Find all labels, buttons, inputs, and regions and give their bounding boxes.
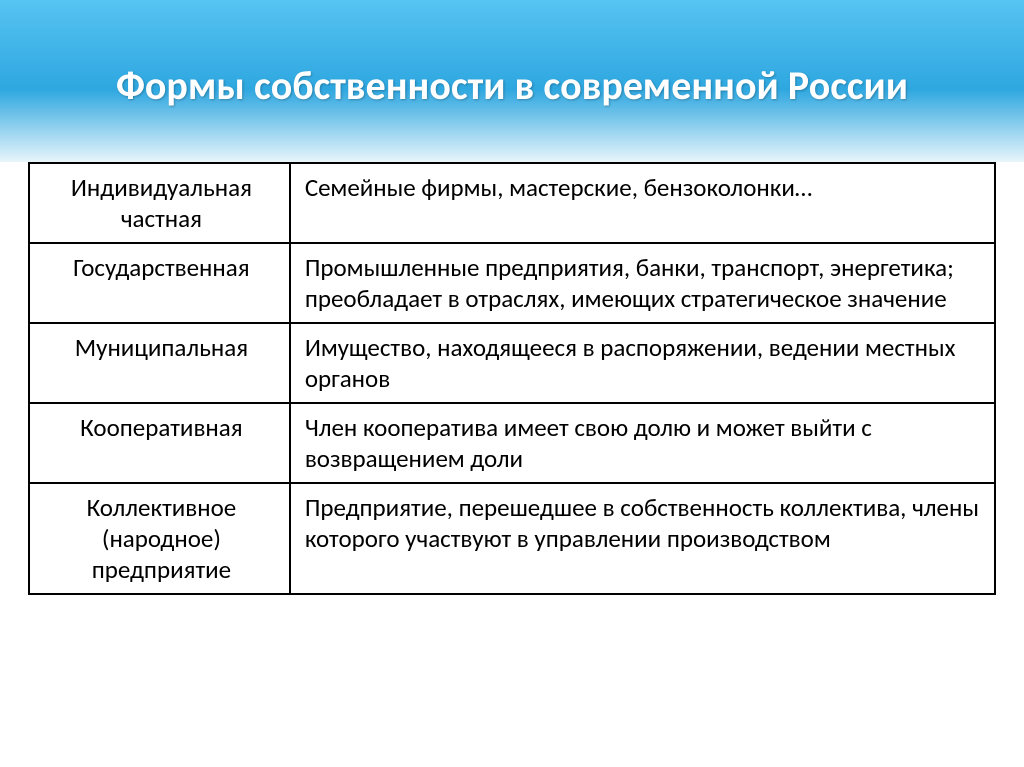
table-row: Государственная Промышленные предприятия… <box>29 243 995 323</box>
desc-cell: Промышленные предприятия, банки, транспо… <box>290 243 995 323</box>
table-row: Индивидуальная частная Семейные фирмы, м… <box>29 163 995 243</box>
table-container: Индивидуальная частная Семейные фирмы, м… <box>0 162 1024 595</box>
desc-cell: Семейные фирмы, мастерские, бензоколонки… <box>290 163 995 243</box>
slide: Формы собственности в современной России… <box>0 0 1024 767</box>
table-row: Кооперативная Член кооператива имеет сво… <box>29 403 995 483</box>
desc-cell: Предприятие, перешедшее в собственность … <box>290 483 995 594</box>
desc-cell: Член кооператива имеет свою долю и может… <box>290 403 995 483</box>
table-row: Коллективное (народное) предприятие Пред… <box>29 483 995 594</box>
ownership-forms-table: Индивидуальная частная Семейные фирмы, м… <box>28 162 996 595</box>
table-row: Муниципальная Имущество, находящееся в р… <box>29 323 995 403</box>
form-cell: Государственная <box>29 243 290 323</box>
form-cell: Кооперативная <box>29 403 290 483</box>
desc-cell: Имущество, находящееся в распоряжении, в… <box>290 323 995 403</box>
form-cell: Муниципальная <box>29 323 290 403</box>
form-cell: Индивидуальная частная <box>29 163 290 243</box>
slide-header: Формы собственности в современной России <box>0 0 1024 162</box>
form-cell: Коллективное (народное) предприятие <box>29 483 290 594</box>
slide-title: Формы собственности в современной России <box>116 62 908 110</box>
